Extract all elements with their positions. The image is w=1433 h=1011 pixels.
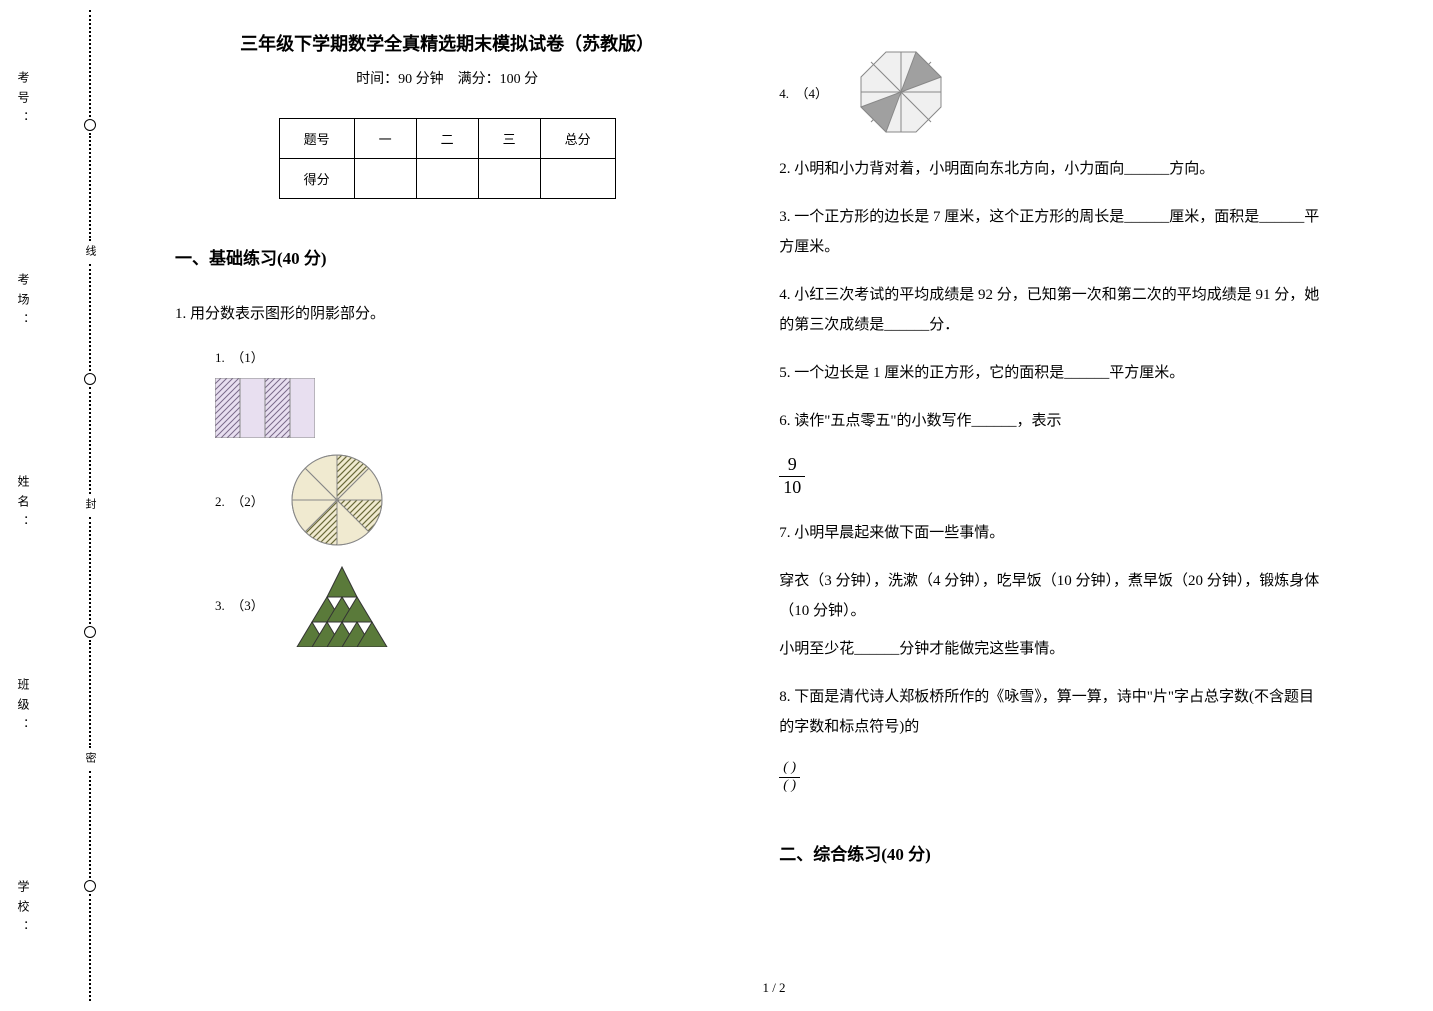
q8-frac-den: ( ) [779,778,800,795]
q1-sub2: 2. （2） [215,450,719,550]
dotted-segment [89,894,91,1001]
score-v-4 [540,159,615,199]
exam-subtitle: 时间：90 分钟 满分：100 分 [175,68,719,88]
cut-char-3: 密 [82,752,98,767]
cut-char-1: 线 [82,245,98,260]
label-school: 学校： [15,880,32,940]
q1-sub1-num: 1. （1） [215,347,264,366]
q1-sub4: 4. （4） [779,42,1323,142]
dotted-segment [89,133,91,240]
binding-margin: 考号： 考场： 姓名： 班级： 学校： 线 封 密 [0,0,115,1011]
score-v-1 [354,159,416,199]
content-area: 三年级下学期数学全真精选期末模拟试卷（苏教版） 时间：90 分钟 满分：100 … [115,0,1433,1011]
circle-marker [84,373,96,385]
q5: 5. 一个边长是 1 厘米的正方形，它的面积是______平方厘米。 [779,358,1323,388]
q1-sub2-num: 2. （2） [215,491,264,510]
q1-sub4-num: 4. （4） [779,83,828,102]
cut-line: 线 封 密 [75,10,105,1001]
q6-text: 6. 读作"五点零五"的小数写作______，表示 [779,413,1061,429]
dotted-segment [89,517,91,624]
q8-frac-num: ( ) [779,760,800,778]
label-class: 班级： [15,678,32,738]
score-h-3: 三 [478,119,540,159]
right-column: 4. （4） 2. 小明和小力背对着，小明面向东北方向，小力面向______方向… [749,30,1343,1001]
score-h-4: 总分 [540,119,615,159]
rect-4-shape [215,378,315,438]
vertical-labels: 考号： 考场： 姓名： 班级： 学校： [15,0,32,1011]
q4: 4. 小红三次考试的平均成绩是 92 分，已知第一次和第二次的平均成绩是 91 … [779,280,1323,340]
dotted-segment [89,264,91,371]
q1-sub1: 1. （1） [215,347,719,366]
q1-sub3: 3. （3） [215,562,719,647]
score-v-2 [416,159,478,199]
dotted-segment [89,771,91,878]
section-2-heading: 二、综合练习(40 分) [779,840,1323,865]
label-examno: 考号： [15,71,32,131]
q7-detail: 穿衣（3 分钟），洗漱（4 分钟），吃早饭（10 分钟），煮早饭（20 分钟），… [779,566,1323,626]
q6-fraction: 9 10 [779,454,805,498]
dotted-segment [89,10,91,117]
octagon-shape [851,42,951,142]
score-header-row: 题号 一 二 三 总分 [279,119,615,159]
q6-frac-den: 10 [779,477,805,499]
score-v-label: 得分 [279,159,354,199]
exam-title: 三年级下学期数学全真精选期末模拟试卷（苏教版） [175,30,719,56]
score-h-0: 题号 [279,119,354,159]
q1: 1. 用分数表示图形的阴影部分。 [175,299,719,329]
score-table: 题号 一 二 三 总分 得分 [279,118,616,199]
cut-char-2: 封 [82,498,98,513]
q3: 3. 一个正方形的边长是 7 厘米，这个正方形的周长是______厘米，面积是_… [779,202,1323,262]
q6: 6. 读作"五点零五"的小数写作______，表示 [779,406,1323,436]
circle-marker [84,626,96,638]
score-v-3 [478,159,540,199]
page-number: 1 / 2 [762,980,785,996]
triangles-shape [287,562,417,647]
label-room: 考场： [15,273,32,333]
q8: 8. 下面是清代诗人郑板桥所作的《咏雪》，算一算，诗中"片"字占总字数(不含题目… [779,682,1323,742]
circle-marker [84,880,96,892]
score-h-2: 二 [416,119,478,159]
section-1-heading: 一、基础练习(40 分) [175,244,719,269]
circle-marker [84,119,96,131]
q1-shape1 [215,378,719,438]
page-container: 考号： 考场： 姓名： 班级： 学校： 线 封 密 三年级下学 [0,0,1433,1011]
pie-shape [287,450,387,550]
label-name: 姓名： [15,475,32,535]
dotted-segment [89,387,91,494]
score-value-row: 得分 [279,159,615,199]
q7-intro: 7. 小明早晨起来做下面一些事情。 [779,518,1323,548]
q2: 2. 小明和小力背对着，小明面向东北方向，小力面向______方向。 [779,154,1323,184]
dotted-segment [89,640,91,747]
q7-end: 小明至少花______分钟才能做完这些事情。 [779,634,1323,664]
q8-fraction: ( ) ( ) [779,760,800,795]
q6-frac-num: 9 [779,454,805,477]
left-column: 三年级下学期数学全真精选期末模拟试卷（苏教版） 时间：90 分钟 满分：100 … [155,30,749,1001]
score-h-1: 一 [354,119,416,159]
q1-sub3-num: 3. （3） [215,595,264,614]
